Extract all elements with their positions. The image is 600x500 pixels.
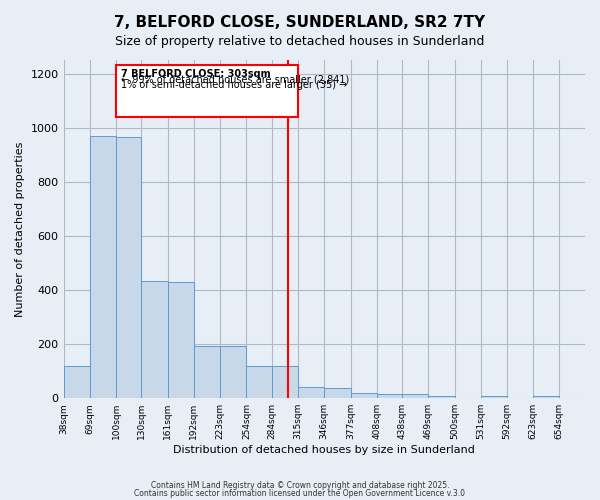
Text: 7, BELFORD CLOSE, SUNDERLAND, SR2 7TY: 7, BELFORD CLOSE, SUNDERLAND, SR2 7TY — [115, 15, 485, 30]
Text: Contains public sector information licensed under the Open Government Licence v.: Contains public sector information licen… — [134, 488, 466, 498]
X-axis label: Distribution of detached houses by size in Sunderland: Distribution of detached houses by size … — [173, 445, 475, 455]
Bar — [167, 282, 194, 398]
Bar — [481, 396, 507, 398]
Bar — [64, 366, 90, 398]
Y-axis label: Number of detached properties: Number of detached properties — [15, 142, 25, 317]
Bar — [350, 393, 377, 398]
FancyBboxPatch shape — [116, 66, 298, 117]
Bar — [402, 394, 428, 398]
Bar — [90, 136, 116, 398]
Bar — [247, 366, 272, 398]
Text: ← 99% of detached houses are smaller (2,841): ← 99% of detached houses are smaller (2,… — [121, 75, 349, 85]
Bar — [116, 137, 142, 398]
Bar — [377, 394, 402, 398]
Text: 1% of semi-detached houses are larger (35) →: 1% of semi-detached houses are larger (3… — [121, 80, 347, 90]
Bar — [533, 396, 559, 398]
Bar — [428, 396, 455, 398]
Bar — [324, 388, 350, 398]
Text: 7 BELFORD CLOSE: 303sqm: 7 BELFORD CLOSE: 303sqm — [121, 70, 271, 80]
Text: Contains HM Land Registry data © Crown copyright and database right 2025.: Contains HM Land Registry data © Crown c… — [151, 481, 449, 490]
Bar — [272, 366, 298, 398]
Bar — [194, 346, 220, 398]
Bar — [298, 388, 324, 398]
Text: Size of property relative to detached houses in Sunderland: Size of property relative to detached ho… — [115, 35, 485, 48]
Bar — [142, 282, 167, 398]
Bar — [220, 346, 247, 398]
